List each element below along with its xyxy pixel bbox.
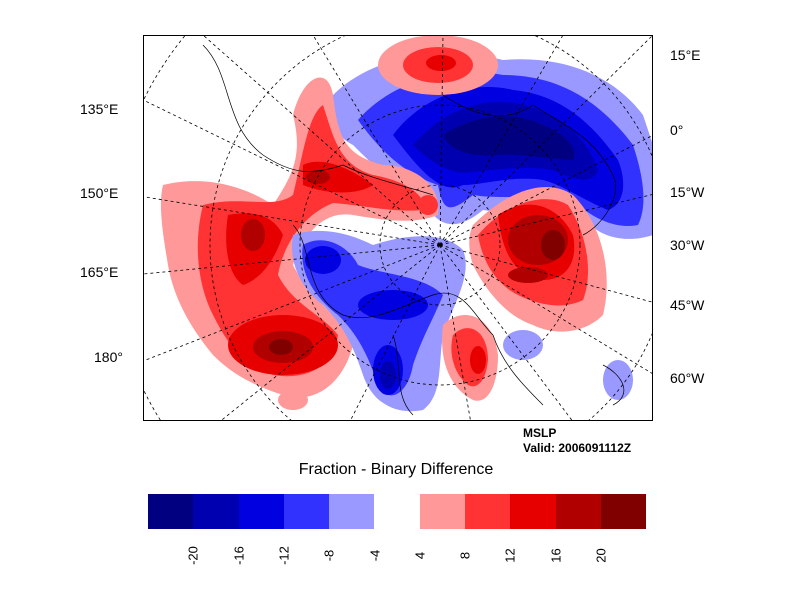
colorbar-tick-label: -16 (231, 546, 247, 565)
lon-label-right: 15°W (670, 184, 705, 200)
graticule (143, 35, 653, 421)
colorbar-tick-label: 4 (412, 551, 428, 560)
plot-info: MSLP Valid: 2006091112Z (523, 426, 631, 456)
lon-label-left: 135°E (80, 101, 119, 117)
colorbar-box (600, 494, 647, 529)
colorbar-box (510, 494, 556, 529)
variable-label: MSLP (523, 426, 557, 440)
lon-label-right: 15°E (670, 47, 701, 63)
colorbar-box (148, 494, 194, 529)
map-frame (143, 35, 653, 421)
lon-label-right: 45°W (670, 297, 705, 313)
colorbar-tick-label: -20 (185, 546, 201, 565)
colorbar-box (419, 494, 466, 529)
colorbar-box (283, 494, 330, 529)
colorbar-tick-label: 20 (593, 548, 609, 563)
colorbar-box (329, 494, 375, 529)
coastlines (202, 44, 625, 416)
lon-label-right: 60°W (670, 370, 705, 386)
colorbar-tick-label: 8 (457, 551, 473, 560)
lon-label-left: 165°E (80, 264, 119, 280)
colorbar-box (374, 494, 420, 529)
colorbar-tick-label: -8 (321, 549, 337, 562)
colorbar-box (238, 494, 284, 529)
lon-label-left: 180° (94, 349, 123, 365)
contour-field (143, 35, 653, 421)
colorbar-tick-label: 16 (548, 548, 564, 563)
lon-label-right: 0° (670, 122, 684, 138)
colorbar-box (193, 494, 239, 529)
colorbar-tick-label: -12 (276, 546, 292, 565)
plot-title: Fraction - Binary Difference (298, 461, 494, 478)
lon-label-left: 150°E (80, 185, 119, 201)
valid-time: Valid: 2006091112Z (523, 441, 632, 455)
map-plot (143, 35, 653, 421)
colorbar (148, 494, 647, 529)
negative-anomaly-arctic (292, 195, 633, 412)
colorbar-tick-label: 12 (502, 548, 518, 563)
colorbar-tick-label: -4 (367, 549, 382, 562)
colorbar-box (555, 494, 601, 529)
negative-anomaly-north-atlantic (331, 53, 653, 239)
colorbar-box (465, 494, 511, 529)
lon-label-right: 30°W (670, 237, 705, 253)
positive-anomaly-top (378, 35, 498, 95)
